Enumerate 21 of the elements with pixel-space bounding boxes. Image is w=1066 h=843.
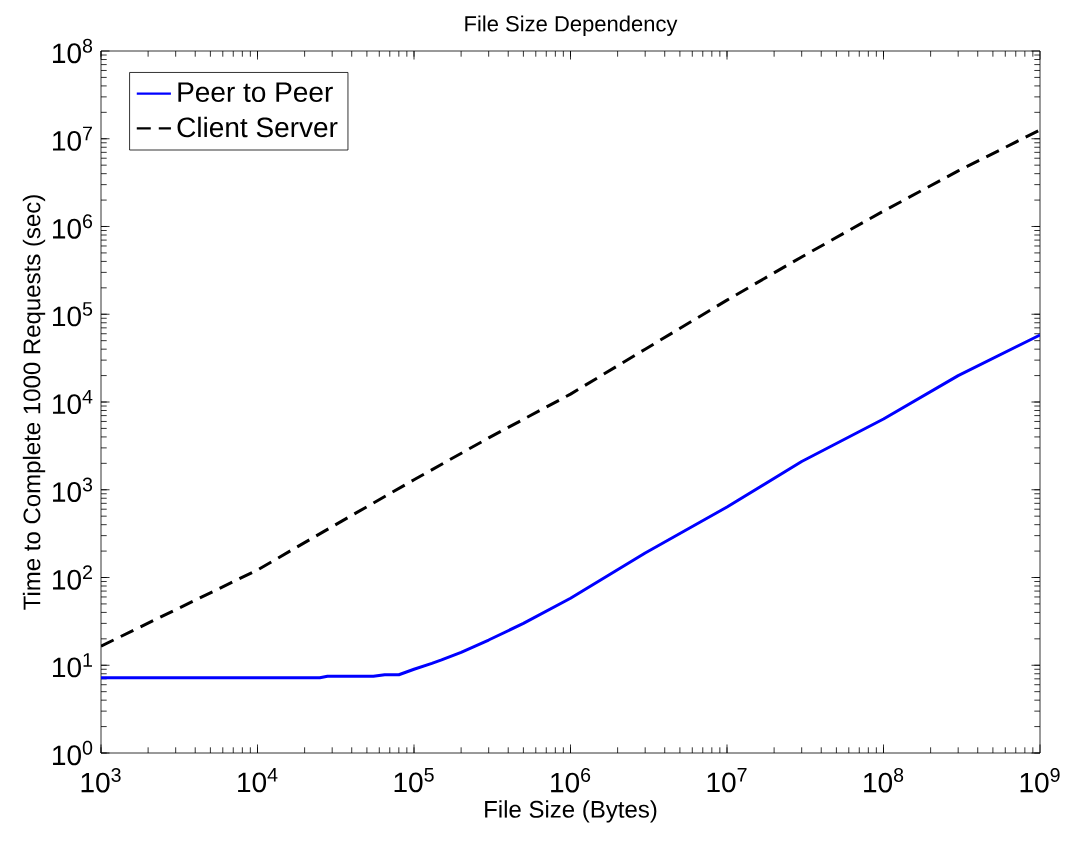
y-axis-title: Time to Complete 1000 Requests (sec): [22, 195, 46, 610]
x-tick-label: 10$^{6}$: [551, 768, 591, 793]
x-axis-title: File Size (Bytes): [485, 800, 657, 823]
x-tick-label: 10$^{4}$: [238, 768, 278, 793]
y-tick-label: 10$^{1}$: [53, 653, 92, 678]
x-tick-label: 10$^{5}$: [394, 768, 434, 793]
y-tick-label: 10$^{8}$: [53, 38, 93, 64]
y-tick-label: 10$^{6}$: [53, 214, 93, 239]
x-tick-label: 10$^{9}$: [1020, 768, 1060, 793]
legend-label: Peer to Peer: [178, 82, 333, 103]
x-tick-label: 10$^{7}$: [707, 768, 747, 793]
chart-title: File Size Dependency: [465, 15, 678, 36]
y-tick-label: 10$^{0}$: [53, 740, 93, 766]
legend-label: Client Server: [177, 116, 338, 138]
x-tick-label: 10$^{3}$: [81, 768, 121, 793]
x-tick-label: 10$^{8}$: [864, 768, 904, 793]
y-tick-label: 10$^{4}$: [53, 389, 93, 415]
y-tick-label: 10$^{3}$: [53, 477, 93, 502]
y-tick-label: 10$^{5}$: [53, 302, 93, 327]
y-tick-label: 10$^{2}$: [53, 565, 92, 590]
y-tick-label: 10$^{7}$: [53, 126, 92, 151]
